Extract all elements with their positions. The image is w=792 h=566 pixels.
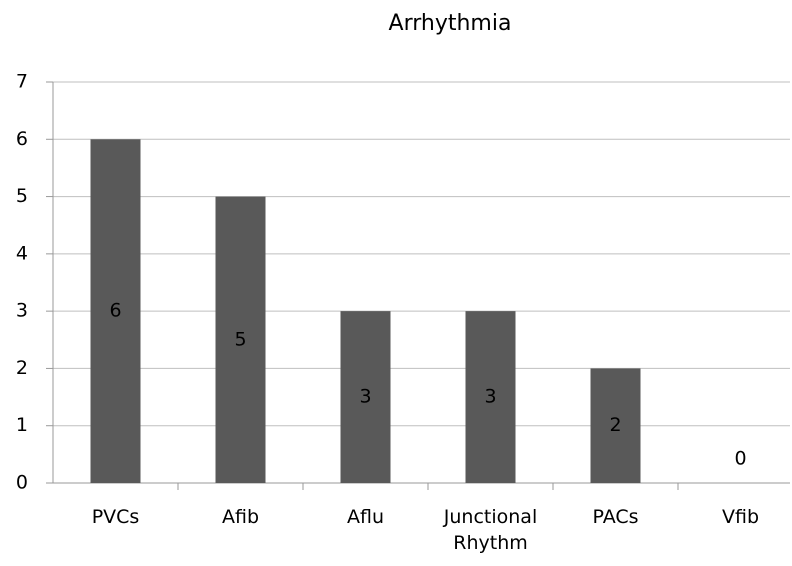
data-label: 3 — [359, 386, 371, 408]
data-label: 0 — [734, 448, 746, 470]
x-tick-label: PVCs — [91, 506, 140, 528]
x-tick-label: Aflu — [346, 506, 384, 528]
bar — [465, 311, 516, 483]
y-tick-label: 4 — [16, 242, 28, 264]
data-label: 3 — [484, 386, 496, 408]
x-tick-label: PACs — [592, 506, 639, 528]
chart-title: Arrhythmia — [389, 11, 512, 36]
data-label: 2 — [609, 414, 621, 436]
y-tick-label: 7 — [16, 71, 28, 93]
bar — [215, 196, 266, 484]
bar — [90, 139, 141, 484]
y-tick-label: 1 — [16, 414, 28, 436]
bar — [340, 311, 391, 483]
y-tick-label: 6 — [16, 128, 28, 150]
bar — [590, 368, 641, 483]
x-tick-label: Vfib — [721, 506, 760, 528]
x-tick-label: Afib — [221, 506, 260, 528]
y-tick-label: 3 — [16, 300, 28, 322]
data-label: 6 — [109, 300, 121, 322]
y-tick-label: 5 — [16, 185, 28, 207]
y-tick-label: 2 — [16, 357, 28, 379]
y-tick-label: 0 — [16, 472, 28, 494]
data-label: 5 — [234, 328, 246, 350]
x-tick-label: Junctional Rhythm — [443, 506, 538, 554]
